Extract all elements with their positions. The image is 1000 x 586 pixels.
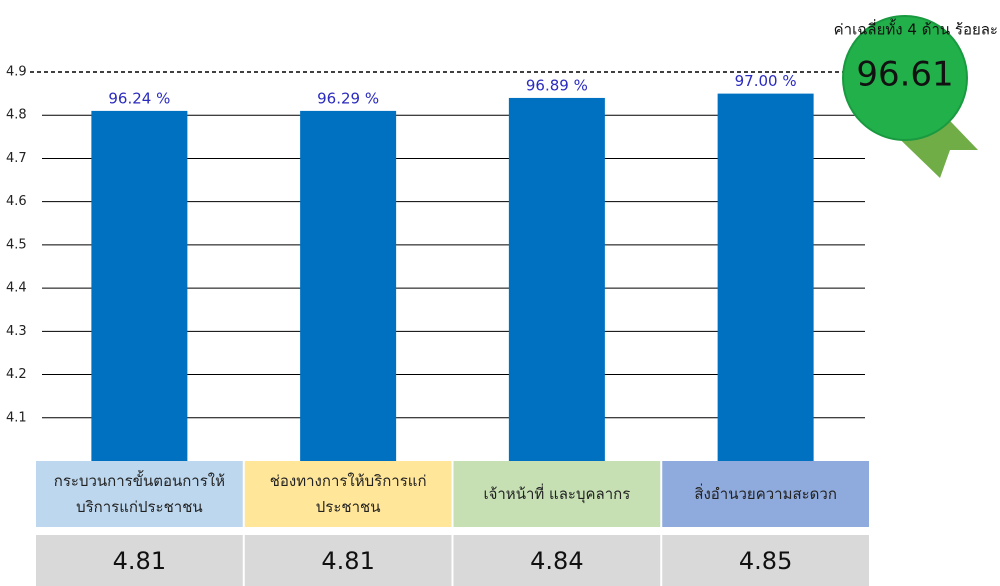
percent-label: 96.29 % xyxy=(317,89,379,107)
y-tick-label: 4.9 xyxy=(6,65,27,80)
y-tick-label: 4.8 xyxy=(6,108,27,123)
value-label: 4.85 xyxy=(739,547,792,575)
category-cell-text: เจ้าหน้าที่ และบุคลากร xyxy=(483,485,631,503)
bar xyxy=(508,97,605,461)
x-tick-label: ช่องทางการให้บริการแก่ประชาชน xyxy=(269,472,427,516)
category-cell-text: กระบวนการขั้นตอนการให้บริการแก่ประชาชน xyxy=(53,472,225,516)
bar xyxy=(300,110,397,462)
y-tick-label: 4.2 xyxy=(6,367,27,382)
y-tick-label: 4.7 xyxy=(6,151,27,166)
bar xyxy=(717,93,814,461)
x-tick-label: กระบวนการขั้นตอนการให้บริการแก่ประชาชน xyxy=(53,472,225,516)
y-tick-label: 4.6 xyxy=(6,194,27,209)
x-tick-label: เจ้าหน้าที่ และบุคลากร xyxy=(483,485,631,503)
percent-label: 96.24 % xyxy=(108,89,170,107)
value-cell xyxy=(36,535,243,586)
y-tick-label: 4.4 xyxy=(6,281,27,296)
percent-label: 97.00 % xyxy=(735,72,797,90)
badge-title: ค่าเฉลี่ยทั้ง 4 ด้าน ร้อยละ xyxy=(834,19,998,39)
value-label: 4.81 xyxy=(113,547,166,575)
badge-circle xyxy=(842,15,968,141)
y-tick-label: 4.3 xyxy=(6,324,27,339)
value-label: 4.81 xyxy=(321,547,374,575)
category-cell-text: สิ่งอำนวยความสะดวก xyxy=(694,485,837,503)
bar xyxy=(91,110,188,462)
value-label: 4.84 xyxy=(530,547,583,575)
badge-value: 96.61 xyxy=(856,55,953,95)
category-cell xyxy=(36,461,243,527)
percent-label: 96.89 % xyxy=(526,76,588,94)
x-tick-label: สิ่งอำนวยความสะดวก xyxy=(694,485,837,503)
y-tick-label: 4.5 xyxy=(6,237,27,252)
category-cell xyxy=(244,461,452,527)
y-tick-label: 4.1 xyxy=(6,410,27,425)
category-cell xyxy=(453,461,661,527)
value-cell xyxy=(662,535,869,586)
category-cell xyxy=(662,461,869,527)
value-cell xyxy=(453,535,661,586)
value-cell xyxy=(244,535,452,586)
category-cell-text: ช่องทางการให้บริการแก่ประชาชน xyxy=(269,472,427,516)
